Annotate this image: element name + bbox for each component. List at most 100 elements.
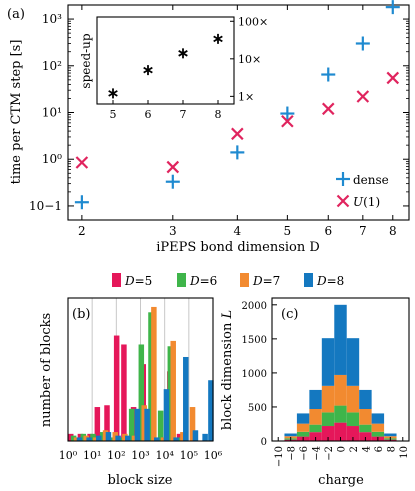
- panel-a-y-tick-label: 10⁰: [42, 152, 62, 166]
- charge-stack-bar: [284, 433, 297, 437]
- panel-c-x-tick-label: 4: [361, 446, 372, 452]
- block-size-bar: [167, 346, 174, 441]
- panel-a-x-tick-label: 4: [234, 224, 242, 238]
- panel-a-legend: dense U(1): [336, 172, 389, 209]
- block-size-bar: [138, 344, 145, 441]
- legend-swatch: [240, 273, 249, 287]
- u1-point: [231, 127, 244, 141]
- charge-stack-bar: [371, 413, 385, 424]
- block-size-bar: [83, 435, 89, 441]
- inset-y-tick-label: 10×: [238, 53, 261, 66]
- inset-x-tick-label: 8: [215, 108, 222, 121]
- block-size-bar: [102, 430, 109, 441]
- dense-point: [230, 145, 245, 160]
- u1-point: [75, 156, 89, 169]
- block-size-bar: [189, 407, 196, 441]
- panel-b-bars: [68, 306, 214, 441]
- panel-b-x-tick-label: 10²: [107, 449, 125, 462]
- block-size-bar: [115, 435, 121, 441]
- legend-entry: D=8: [304, 273, 344, 288]
- panel-a-y-tick-label: 10¹: [42, 106, 62, 120]
- panel-c-y-ticks: 0 500 1000 1500 2000: [242, 301, 277, 448]
- charge-stack-bar: [334, 405, 347, 423]
- panel-c-y-tick-label: 1500: [242, 335, 267, 346]
- block-size-bar: [180, 432, 186, 441]
- legend-dense-marker: [336, 172, 350, 186]
- panel-c-x-tick-label: 8: [386, 446, 397, 452]
- block-size-bar: [157, 410, 164, 441]
- block-size-bar: [160, 437, 167, 441]
- inset-x-tick-label: 7: [180, 108, 187, 121]
- block-size-bar: [144, 408, 150, 441]
- charge-stack-bar: [346, 338, 360, 386]
- panel-b-ylabel: number of blocks: [39, 313, 54, 427]
- panel-a-x-tick-label: 7: [359, 224, 367, 238]
- panel-c-y-tick-label: 2000: [242, 301, 267, 312]
- panel-a-label: (a): [7, 7, 25, 22]
- charge-stack-bar: [321, 338, 335, 386]
- charge-stack-bar: [346, 385, 360, 413]
- panel-c-y-tick-label: 1000: [242, 369, 267, 380]
- inset-frame: [96, 16, 235, 105]
- panel-c-x-tick-label: −4: [312, 446, 323, 461]
- charge-stack-bar: [321, 385, 335, 413]
- panel-c-y-tick-label: 0: [261, 437, 267, 448]
- charge-stack-bar: [296, 431, 310, 437]
- panel-b-x-tick-label: 10⁵: [180, 449, 198, 462]
- panel-c-x-tick-label: 6: [374, 446, 385, 452]
- panel-b-x-tick-label: 10¹: [83, 449, 101, 462]
- charge-stack-bar: [309, 389, 322, 409]
- panel-c-x-tick-label: 10: [399, 446, 410, 459]
- panel-b-xlabel: block size: [108, 473, 173, 488]
- block-size-bar: [192, 430, 199, 441]
- panel-c-x-ticks: −10 −8 −6 −4 −2 0 2 4 6 8 10: [274, 437, 410, 467]
- block-size-bar: [121, 344, 127, 441]
- panel-c-x-tick-label: −2: [324, 446, 335, 461]
- dense-point: [165, 174, 180, 189]
- panel-a: (a) iPEPS bond dimension D time per CTM …: [7, 0, 410, 255]
- legend-dense-plus: [336, 172, 350, 186]
- block-size-bar: [73, 437, 80, 441]
- speedup-point: [143, 65, 153, 76]
- legend-dense-label: dense: [353, 173, 389, 187]
- speedup-inset: speed-up 5 6 7 8 1× 10× 100×: [79, 15, 268, 121]
- charge-stack-bar: [309, 424, 322, 433]
- block-size-bar: [68, 433, 74, 441]
- panel-b-x-tick-label: 10³: [131, 449, 149, 462]
- panel-b-x-tick-label: 10⁰: [59, 449, 78, 462]
- dense-point: [280, 106, 295, 121]
- inset-marks: [108, 33, 223, 99]
- block-size-bar: [141, 405, 147, 441]
- charge-stack-bar: [359, 432, 372, 441]
- charge-stack-bar: [334, 422, 347, 441]
- panel-a-x-tick-label: 6: [324, 224, 332, 238]
- block-size-bar: [99, 432, 106, 441]
- block-size-bar: [119, 437, 125, 441]
- block-size-bar: [177, 437, 183, 441]
- panel-b-x-tick-label: 10⁴: [155, 449, 174, 462]
- panel-a-marks: [74, 0, 400, 210]
- charge-stack-bar: [371, 431, 385, 437]
- legend-u1-cross: [336, 194, 350, 208]
- panel-b-label: (b): [72, 307, 90, 322]
- panel-b-x-tick-label: 10⁶: [204, 449, 223, 462]
- block-size-bar: [202, 433, 208, 441]
- block-size-bar: [80, 433, 87, 441]
- panel-c-y-tick-label: 500: [248, 403, 267, 414]
- block-size-bar: [70, 435, 77, 441]
- panel-c-x-tick-label: −10: [274, 446, 285, 467]
- u1-point: [386, 71, 400, 85]
- panel-c-x-tick-label: 0: [337, 446, 348, 452]
- panel-a-y-tick-label: 10²: [42, 59, 62, 73]
- panel-c-bars: [284, 304, 397, 441]
- dense-point: [74, 195, 89, 210]
- panel-c: (c) −10 −8 −6 −4 −2 0 2 4 6 8 10 0500100015002000 …: [220, 297, 410, 488]
- dense-point: [321, 67, 336, 82]
- inset-y-tick-label: 100×: [238, 15, 268, 28]
- block-size-bar: [104, 405, 110, 441]
- legend-entry: D=5: [112, 273, 152, 288]
- speedup-point: [213, 33, 223, 44]
- panel-c-label: (c): [281, 307, 298, 322]
- charge-stack-bar: [359, 424, 372, 433]
